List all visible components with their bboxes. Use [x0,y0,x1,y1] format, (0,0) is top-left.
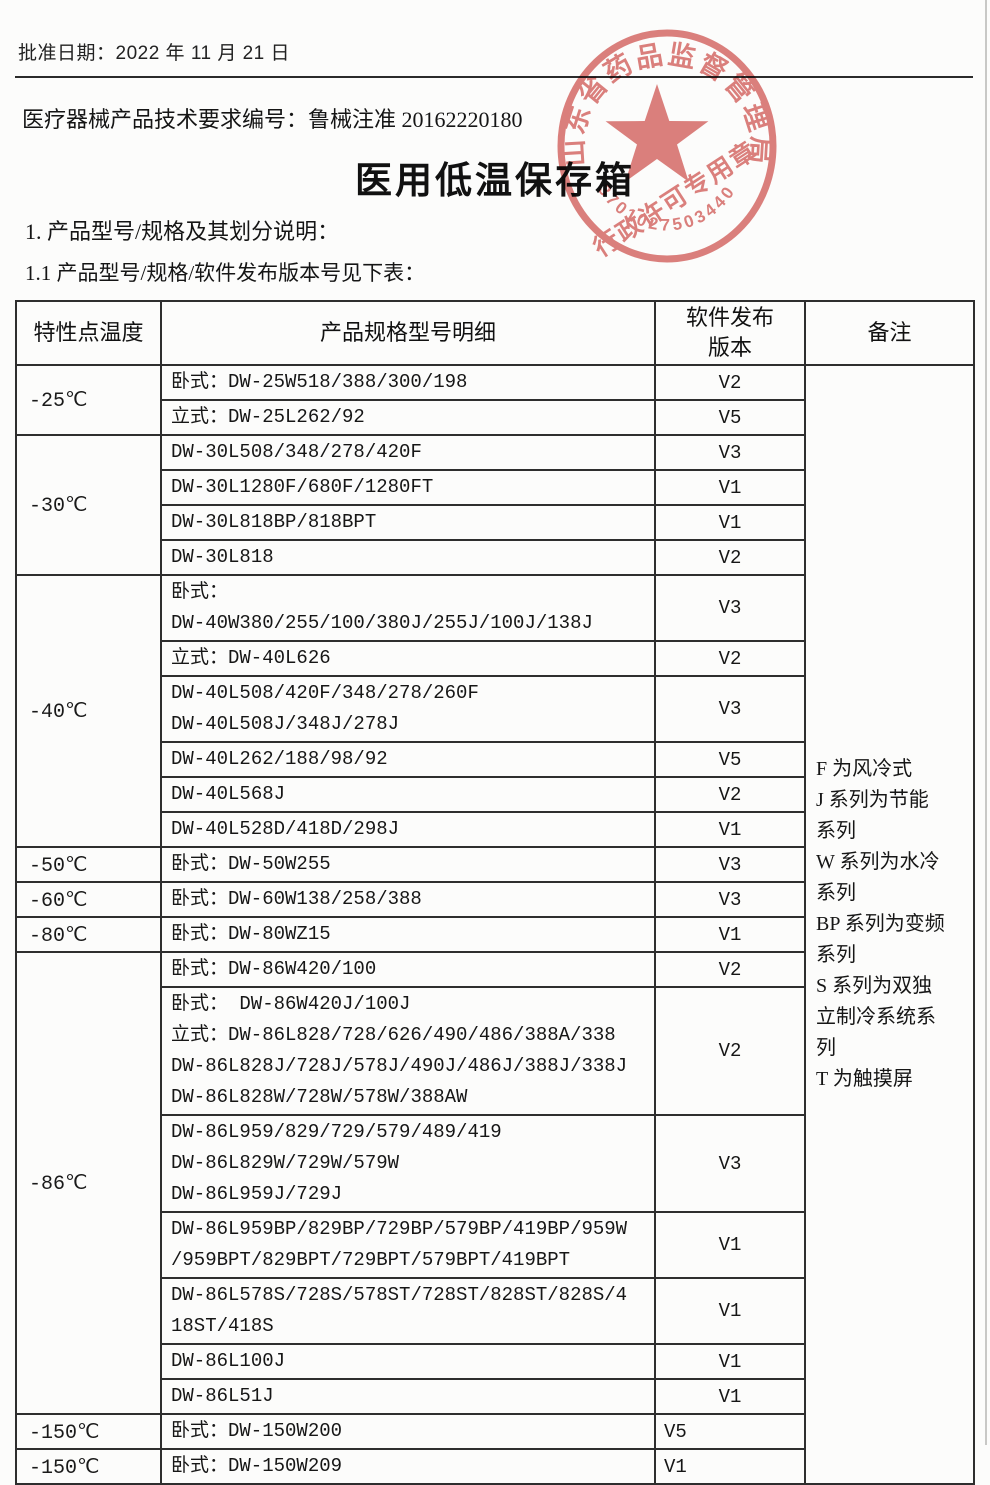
svg-text:山东省药品监督管理局: 山东省药品监督管理局 [558,39,775,167]
version-cell: V2 [654,364,806,401]
model-cell: DW-86L578S/728S/578ST/728ST/828ST/828S/4… [160,1277,656,1345]
temp-cell: -30℃ [15,434,162,576]
version-cell: V2 [654,640,806,677]
table-row: DW-86L100J V1 [16,1343,974,1380]
version-cell: V2 [654,951,806,988]
version-cell: V1 [654,916,806,953]
model-cell: DW-40L508/420F/348/278/260F DW-40L508J/3… [160,675,656,743]
table-row: DW-30L818BP/818BPT V1 [16,504,974,541]
doc-number-line: 医疗器械产品技术要求编号：鲁械注准 20162220180 [22,107,523,132]
version-cell: V1 [654,469,806,506]
table-row: DW-40L262/188/98/92 V5 [16,741,974,778]
temp-cell: -60℃ [15,881,162,918]
model-cell: DW-86L959BP/829BP/729BP/579BP/419BP/959W… [160,1211,656,1279]
document-page: { "page": { "approval_line": "批准日期：2022 … [15,0,987,1485]
table-row: 立式：DW-40L626 V2 [16,640,974,677]
approval-date-line: 批准日期：2022 年 11 月 21 日 [18,43,291,64]
version-cell: V1 [654,1343,806,1380]
remark-cell: F 为风冷式 J 系列为节能 系列 W 系列为水冷 系列 BP 系列为变频 系列… [804,364,975,1485]
model-cell: 卧式： DW-40W380/255/100/380J/255J/100J/138… [160,574,656,642]
temp-cell: -40℃ [15,574,162,848]
version-cell: V3 [654,881,806,918]
temp-cell: -80℃ [15,916,162,953]
table-header-row: 特性点温度 产品规格型号明细 软件发布 版本 备注 [15,300,975,366]
col-header-model: 产品规格型号明细 [160,300,656,366]
model-cell: DW-86L959/829/729/579/489/419 DW-86L829W… [160,1114,656,1213]
stamp-ring [557,29,777,263]
temp-cell: -150℃ [15,1413,162,1450]
model-cell: DW-30L818BP/818BPT [160,504,656,541]
table-row: -80℃ 卧式：DW-80WZ15 V1 [15,916,974,953]
col-header-version: 软件发布 版本 [654,300,806,366]
model-cell: 卧式：DW-50W255 [160,846,656,883]
table-row: -40℃ 卧式： DW-40W380/255/100/380J/255J/100… [15,574,974,848]
scan-edge-artifact [985,0,987,1445]
temp-cell: -150℃ [15,1448,162,1485]
table-row: -86℃ 卧式：DW-86W420/100 V2 [15,951,974,1415]
table-row: DW-86L578S/728S/578ST/728ST/828ST/828S/4… [16,1277,974,1345]
official-stamp: 山东省药品监督管理局 行政许可专用章 3701027503440 [557,29,777,263]
stamp-arc-text: 山东省药品监督管理局 [558,39,772,167]
version-cell: V3 [654,1114,806,1213]
version-cell: V1 [654,1211,806,1279]
table-row: DW-86L51J V1 [16,1378,974,1415]
spec-table: 特性点温度 产品规格型号明细 软件发布 版本 备注 -25℃ 卧式：DW-25W… [15,300,975,1485]
table-row: DW-86L959/829/729/579/489/419 DW-86L829W… [16,1114,974,1213]
page-title: 医用低温保存箱 [355,161,635,202]
version-cell: V5 [654,741,806,778]
model-cell: 立式：DW-25L262/92 [160,399,656,436]
model-cell: DW-40L262/188/98/92 [160,741,656,778]
col-header-remark: 备注 [804,300,975,366]
col-header-temp: 特性点温度 [15,300,162,366]
version-cell: V1 [654,1277,806,1345]
model-cell: 卧式：DW-60W138/258/388 [160,881,656,918]
table-row: -30℃ DW-30L508/348/278/420F V3 [15,434,974,576]
version-cell: V1 [654,504,806,541]
version-cell: V2 [654,539,806,576]
version-cell: V3 [654,574,806,642]
table-row: DW-30L818 V2 [16,539,974,576]
version-cell: V5 [654,1413,806,1450]
model-cell: 卧式：DW-80WZ15 [160,916,656,953]
temp-cell: -25℃ [15,364,162,436]
version-cell: V1 [654,1448,806,1485]
header-divider [15,76,973,78]
model-cell: DW-40L528D/418D/298J [160,811,656,848]
version-cell: V3 [654,434,806,471]
version-cell: V1 [654,811,806,848]
table-row: DW-40L528D/418D/298J V1 [16,811,974,848]
table-row: -150℃ 卧式：DW-150W200 V5 [15,1413,974,1450]
table-row: DW-30L1280F/680F/1280FT V1 [16,469,974,506]
model-cell: DW-30L508/348/278/420F [160,434,656,471]
model-cell: 卧式： DW-86W420J/100J 立式：DW-86L828/728/626… [160,986,656,1116]
model-cell: DW-30L818 [160,539,656,576]
table-row: DW-86L959BP/829BP/729BP/579BP/419BP/959W… [16,1211,974,1279]
section-1-heading: 1. 产品型号/规格及其划分说明： [25,219,340,244]
model-cell: DW-40L568J [160,776,656,813]
version-cell: V2 [654,986,806,1116]
table-row: DW-40L568J V2 [16,776,974,813]
model-cell: DW-86L100J [160,1343,656,1380]
version-cell: V1 [654,1378,806,1415]
table-row: -50℃ 卧式：DW-50W255 V3 [15,846,974,883]
version-cell: V3 [654,675,806,743]
model-cell: 卧式：DW-25W518/388/300/198 [160,364,656,401]
version-cell: V2 [654,776,806,813]
model-cell: DW-30L1280F/680F/1280FT [160,469,656,506]
version-cell: V5 [654,399,806,436]
table-row: DW-40L508/420F/348/278/260F DW-40L508J/3… [16,675,974,743]
section-1-1-heading: 1.1 产品型号/规格/软件发布版本号见下表： [25,261,426,285]
table-row: 立式：DW-25L262/92 V5 [16,399,974,436]
temp-cell: -50℃ [15,846,162,883]
model-cell: 卧式：DW-86W420/100 [160,951,656,988]
table-row: 卧式： DW-86W420J/100J 立式：DW-86L828/728/626… [16,986,974,1116]
version-cell: V3 [654,846,806,883]
model-cell: 卧式：DW-150W200 [160,1413,656,1450]
temp-cell: -86℃ [15,951,162,1415]
model-cell: 立式：DW-40L626 [160,640,656,677]
table-row: -25℃ 卧式：DW-25W518/388/300/198 V2 F 为风冷式 … [15,364,975,1485]
model-cell: 卧式：DW-150W209 [160,1448,656,1485]
table-row: -60℃ 卧式：DW-60W138/258/388 V3 [15,881,974,918]
model-cell: DW-86L51J [160,1378,656,1415]
